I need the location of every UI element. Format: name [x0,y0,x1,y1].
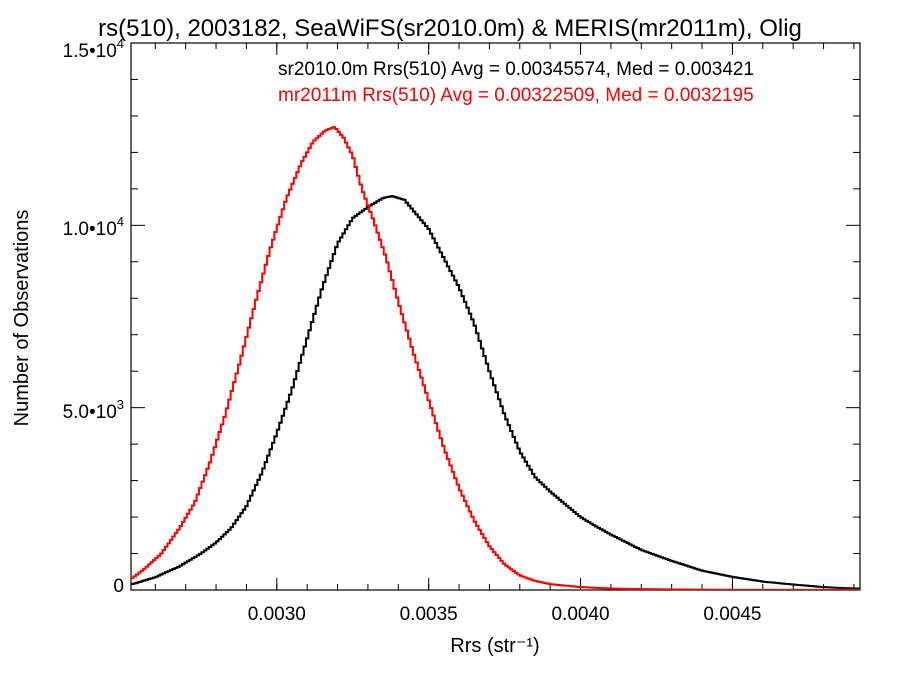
series-0-line [131,195,860,590]
y-tick-label-5000: 5.0•103 [63,397,124,423]
y-tick-15000-exponent: 4 [117,36,124,51]
series-layer [131,126,860,590]
annotation-red: mr2011m Rrs(510) Avg = 0.00322509, Med =… [278,85,754,106]
y-tick-15000-mantissa: 1.5•10 [63,41,117,62]
annotation-black: sr2010.0m Rrs(510) Avg = 0.00345574, Med… [278,59,754,80]
y-axis-label: Number of Observations [11,210,33,427]
x-tick-label: 0.0035 [400,604,458,625]
y-tick-5000-mantissa: 5.0•10 [63,402,117,423]
y-tick-label-15000: 1.5•104 [63,36,124,62]
x-tick-labels: 0.0030 0.0035 0.0040 0.0045 [248,604,762,625]
x-tick-label: 0.0030 [248,604,306,625]
y-tick-10000-exponent: 4 [117,214,124,229]
axis-ticks [131,42,860,591]
x-tick-label: 0.0040 [551,604,609,625]
plot-frame [130,42,861,591]
x-tick-label: 0.0045 [703,604,761,625]
y-tick-label-0: 0 [113,576,124,597]
chart-title: rs(510), 2003182, SeaWiFS(sr2010.0m) & M… [98,15,802,42]
y-tick-5000-exponent: 3 [117,397,124,412]
y-tick-10000-mantissa: 1.0•10 [63,219,117,240]
y-tick-label-10000: 1.0•104 [63,214,124,240]
series-1-line [131,126,860,590]
x-axis-label: Rrs (str⁻¹) [450,635,539,657]
